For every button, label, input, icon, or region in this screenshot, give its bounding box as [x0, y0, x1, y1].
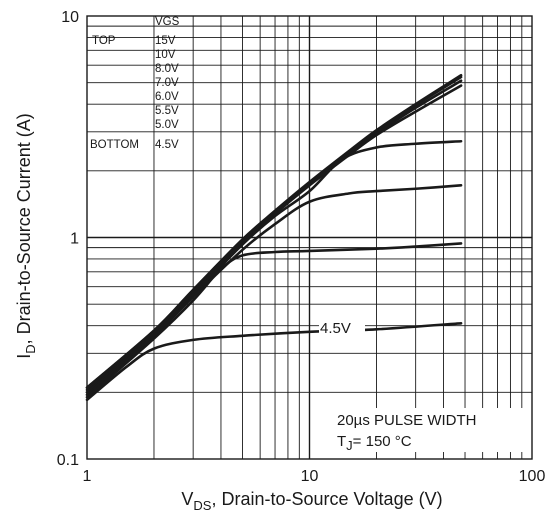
legend-header: VGS — [155, 16, 180, 28]
curve-label-background — [319, 317, 365, 337]
series-line-5-5v — [85, 184, 463, 397]
legend-top-label: TOP — [92, 35, 116, 47]
y-axis-title: ID, Drain-to-Source Current (A) — [14, 113, 38, 358]
x-tick-label: 100 — [519, 468, 546, 485]
curve-label-4-5v: 4.5V — [320, 320, 351, 337]
y-tick-label: 0.1 — [57, 452, 79, 469]
legend-entry-6v: 6.0V — [155, 91, 179, 103]
plot-frame — [86, 15, 533, 460]
grid-lines — [87, 16, 532, 459]
legend-entry-7v: 7.0V — [155, 77, 179, 89]
y-tick-label: 1 — [70, 231, 79, 248]
legend: VGS TOP 15V 10V 8.0V 7.0V 6.0V 5.5V 5.0V… — [90, 16, 180, 151]
x-tick-label: 1 — [83, 468, 92, 485]
legend-entry-5-5v: 5.5V — [155, 105, 179, 117]
x-axis-title: VDS, Drain-to-Source Voltage (V) — [181, 489, 442, 513]
legend-bottom-label: BOTTOM — [90, 139, 139, 151]
series-line-5-0v — [85, 242, 463, 399]
note-pulse-width: 20µs PULSE WIDTH — [337, 412, 477, 429]
series-line-4-5v — [85, 321, 463, 402]
legend-entry-15v: 15V — [155, 35, 176, 47]
legend-entry-8v: 8.0V — [155, 63, 179, 75]
y-tick-label: 10 — [61, 9, 79, 26]
note-background — [332, 408, 528, 452]
legend-entry-4-5v: 4.5V — [155, 139, 179, 151]
x-tick-label: 10 — [301, 468, 319, 485]
legend-entry-5v: 5.0V — [155, 119, 179, 131]
note-junction-temp: TJ= 150 °C — [337, 433, 412, 453]
series-lines — [85, 73, 463, 402]
legend-entry-10v: 10V — [155, 49, 176, 61]
